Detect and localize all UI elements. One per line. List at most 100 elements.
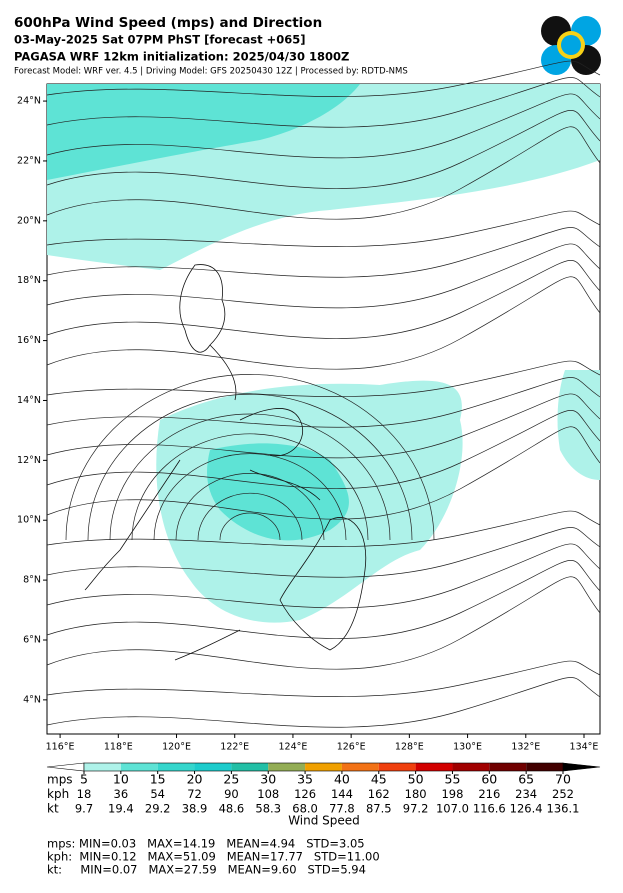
streamline xyxy=(46,410,601,489)
colorbar-tick-label: 38.9 xyxy=(182,802,208,816)
y-tick-label: 4°N xyxy=(23,694,41,705)
colorbar-tick-label: 29.2 xyxy=(145,802,171,816)
y-tick-label: 20°N xyxy=(17,215,41,226)
colorbar-tick-label: 9.7 xyxy=(75,802,93,816)
streamline xyxy=(46,276,601,370)
colorbar-tick-label: 126.4 xyxy=(510,802,543,816)
colorbar-tick-label: 70 xyxy=(555,772,571,787)
colorbar-tick-label: 15 xyxy=(150,772,166,787)
y-tick-label: 6°N xyxy=(23,634,41,645)
x-tick-label: 122°E xyxy=(220,742,249,753)
colorbar-segment xyxy=(305,763,342,771)
colorbar-tick-label: 60 xyxy=(481,772,497,787)
streamline xyxy=(46,360,601,397)
colorbar-segment xyxy=(194,763,232,771)
streamline xyxy=(46,77,601,128)
colorbar-tick-label: 54 xyxy=(150,787,165,801)
y-tick-label: 14°N xyxy=(17,395,41,406)
shade xyxy=(557,370,600,480)
shade xyxy=(47,84,360,180)
colorbar-segment xyxy=(120,763,158,771)
colorbar-segment xyxy=(415,763,453,771)
row-label: mps xyxy=(47,773,73,787)
streamline xyxy=(65,374,435,541)
streamline xyxy=(46,510,601,547)
colorbar-tick-label: 30 xyxy=(260,772,276,787)
streamline xyxy=(46,677,601,728)
streamline xyxy=(109,413,391,541)
shade xyxy=(207,443,349,541)
colorbar-tick-label: 144 xyxy=(331,787,353,801)
x-tick-label: 130°E xyxy=(453,742,482,753)
x-tick-label: 128°E xyxy=(395,742,424,753)
colorbar-tick-label: 50 xyxy=(408,772,424,787)
colorbar-segment xyxy=(84,763,121,771)
colorbar-tick-label: 97.2 xyxy=(403,802,429,816)
title: 600hPa Wind Speed (mps) and Direction xyxy=(14,15,322,31)
logo xyxy=(541,16,601,75)
colorbar-tick-label: 136.1 xyxy=(547,802,580,816)
streamline xyxy=(131,433,369,541)
streamline xyxy=(46,260,601,339)
y-tick-label: 24°N xyxy=(17,96,41,107)
y-tick-label: 16°N xyxy=(17,335,41,346)
colorbar-tick-label: 180 xyxy=(405,787,427,801)
x-tick-label: 116°E xyxy=(46,742,75,753)
colorbar-frame xyxy=(83,762,564,772)
colorbar-tick-label: 162 xyxy=(368,787,390,801)
colorbar-segment xyxy=(157,763,195,771)
colorbar-tick-label: 65 xyxy=(518,772,534,787)
x-tick-label: 126°E xyxy=(337,742,366,753)
colorbar-segment xyxy=(231,763,269,771)
streamline xyxy=(46,393,601,459)
colorbar-tick-label: 87.5 xyxy=(366,802,392,816)
streamline xyxy=(87,393,413,541)
streamline xyxy=(153,453,347,541)
stats: kph: MIN=0.12 MAX=51.09 MEAN=17.77 STD=1… xyxy=(47,850,380,864)
colorbar-tick-label: 68.0 xyxy=(292,802,318,816)
colorbar-tick-label: 252 xyxy=(552,787,574,801)
x-tick-label: 134°E xyxy=(570,742,599,753)
colorbar-under xyxy=(46,762,85,772)
colorbar-label: Wind Speed xyxy=(288,814,360,828)
colorbar-tick-label: 58.3 xyxy=(255,802,281,816)
colorbar-tick-label: 77.8 xyxy=(329,802,355,816)
colorbar-tick-label: 18 xyxy=(77,787,92,801)
stats: mps: MIN=0.03 MAX=14.19 MEAN=4.94 STD=3.… xyxy=(47,837,365,851)
colorbar-tick-label: 10 xyxy=(113,772,129,787)
y-tick-label: 18°N xyxy=(17,275,41,286)
colorbar-tick-label: 90 xyxy=(224,787,239,801)
streamline xyxy=(46,543,601,609)
y-tick-label: 8°N xyxy=(23,575,41,586)
streamline xyxy=(46,426,601,520)
streamline xyxy=(46,227,601,278)
subtitle: Forecast Model: WRF ver. 4.5 | Driving M… xyxy=(14,67,408,77)
y-tick-label: 10°N xyxy=(17,515,41,526)
streamline xyxy=(46,377,601,428)
colorbar-tick-label: 198 xyxy=(441,787,463,801)
streamline xyxy=(46,93,601,159)
streamline xyxy=(46,527,601,578)
colorbar-tick-label: 116.6 xyxy=(473,802,506,816)
row-label: kt xyxy=(47,802,59,816)
colorbar-segment xyxy=(268,763,306,771)
colorbar-tick-label: 108 xyxy=(257,787,279,801)
colorbar-segment xyxy=(378,763,416,771)
streamline xyxy=(46,243,601,309)
colorbar-tick-label: 19.4 xyxy=(108,802,134,816)
map xyxy=(46,60,601,735)
colorbar-tick-label: 20 xyxy=(187,772,203,787)
row-label: kph xyxy=(47,787,69,801)
colorbar-tick-label: 48.6 xyxy=(219,802,245,816)
streamline xyxy=(46,60,601,97)
colorbar-segment xyxy=(526,763,563,771)
colorbar-tick-label: 35 xyxy=(297,772,313,787)
y-tick-label: 12°N xyxy=(17,455,41,466)
colorbar-tick-label: 25 xyxy=(223,772,239,787)
streamline xyxy=(197,492,303,541)
y-tick-label: 22°N xyxy=(17,155,41,166)
colorbar-tick-label: 55 xyxy=(445,772,461,787)
colorbar-segment xyxy=(489,763,527,771)
streamline xyxy=(175,473,325,541)
